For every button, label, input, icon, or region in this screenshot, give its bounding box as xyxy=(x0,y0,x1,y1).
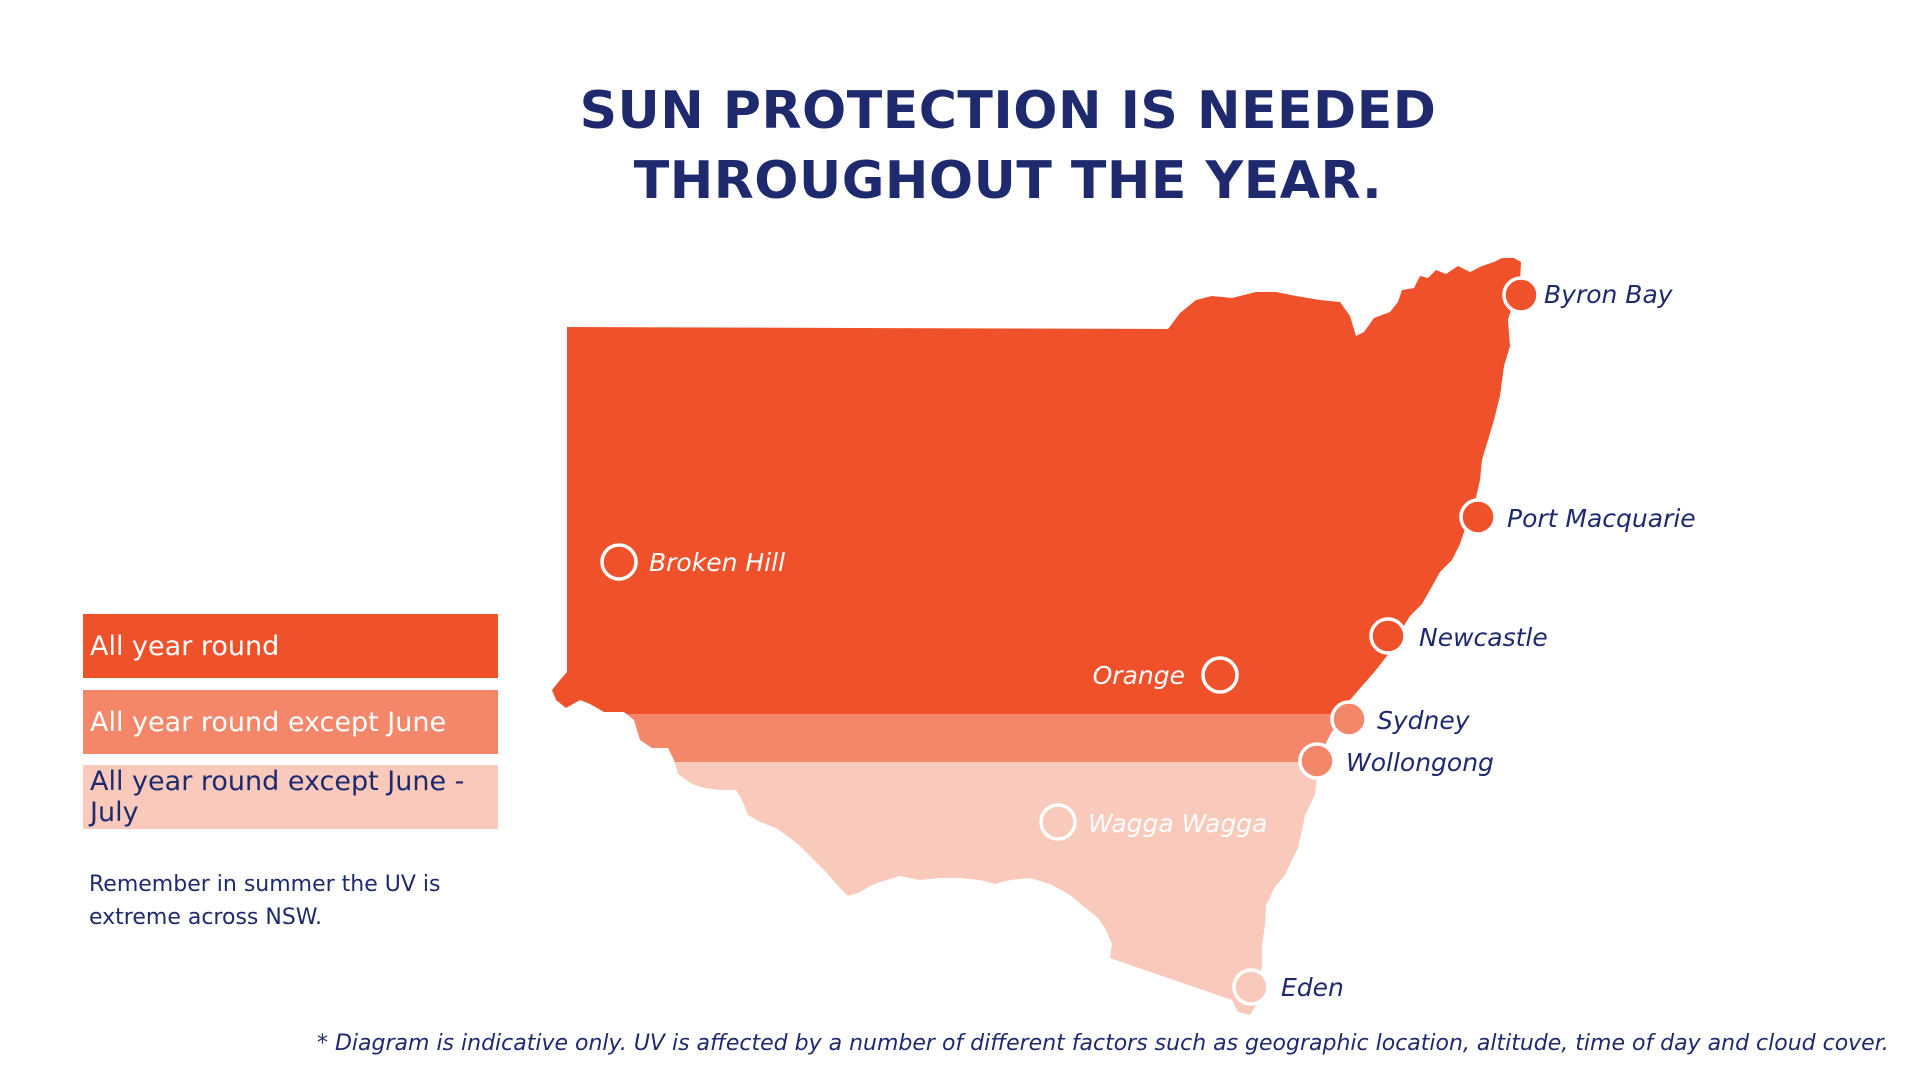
legend-label: All year round xyxy=(90,630,280,662)
city-marker-sydney: Sydney xyxy=(1330,700,1471,738)
city-label: Byron Bay xyxy=(1544,280,1674,309)
legend-all-year-round: All year round xyxy=(83,614,498,678)
city-label: Eden xyxy=(1281,973,1344,1002)
legend-all-year-except-june-july: All year round except June - July xyxy=(83,765,498,829)
city-marker-port-macquarie: Port Macquarie xyxy=(1459,498,1696,536)
city-label: Broken Hill xyxy=(649,548,785,577)
legend-all-year-except-june: All year round except June xyxy=(83,690,498,754)
city-dot xyxy=(1232,968,1270,1006)
city-label: Port Macquarie xyxy=(1507,504,1696,533)
city-marker-eden: Eden xyxy=(1232,968,1344,1006)
city-dot xyxy=(1369,617,1407,655)
city-marker-wollongong: Wollongong xyxy=(1298,742,1494,780)
city-marker-orange: Orange xyxy=(1093,656,1239,694)
legend-label: All year round except June xyxy=(90,706,447,738)
city-marker-wagga-wagga: Wagga Wagga xyxy=(1039,803,1267,841)
city-dot xyxy=(1459,498,1497,536)
city-dot xyxy=(1201,656,1239,694)
footnote: * Diagram is indicative only. UV is affe… xyxy=(317,1031,1889,1056)
city-label: Sydney xyxy=(1377,706,1471,735)
city-label: Wollongong xyxy=(1346,748,1494,777)
zone-except-june-july xyxy=(552,760,1521,1015)
city-dot xyxy=(1039,803,1077,841)
city-label: Orange xyxy=(1093,661,1185,690)
title-line-1: SUN PROTECTION IS NEEDED xyxy=(579,81,1437,141)
title-line-2: THROUGHOUT THE YEAR. xyxy=(633,151,1383,211)
city-dot xyxy=(1298,742,1336,780)
legend-label: All year round except June - July xyxy=(90,766,465,828)
city-marker-broken-hill: Broken Hill xyxy=(600,543,785,581)
city-dot xyxy=(600,543,638,581)
page-title: SUN PROTECTION IS NEEDED THROUGHOUT THE … xyxy=(0,76,1920,216)
city-dot xyxy=(1502,276,1540,314)
city-label: Newcastle xyxy=(1419,623,1548,652)
city-marker-byron-bay: Byron Bay xyxy=(1502,276,1674,314)
city-markers: Byron Bay Port Macquarie Broken Hill Newcas… xyxy=(600,276,1696,1006)
city-label: Wagga Wagga xyxy=(1088,809,1267,838)
summer-note: Remember in summer the UV is extreme acr… xyxy=(89,872,441,930)
city-dot xyxy=(1330,700,1368,738)
city-marker-newcastle: Newcastle xyxy=(1369,617,1548,655)
